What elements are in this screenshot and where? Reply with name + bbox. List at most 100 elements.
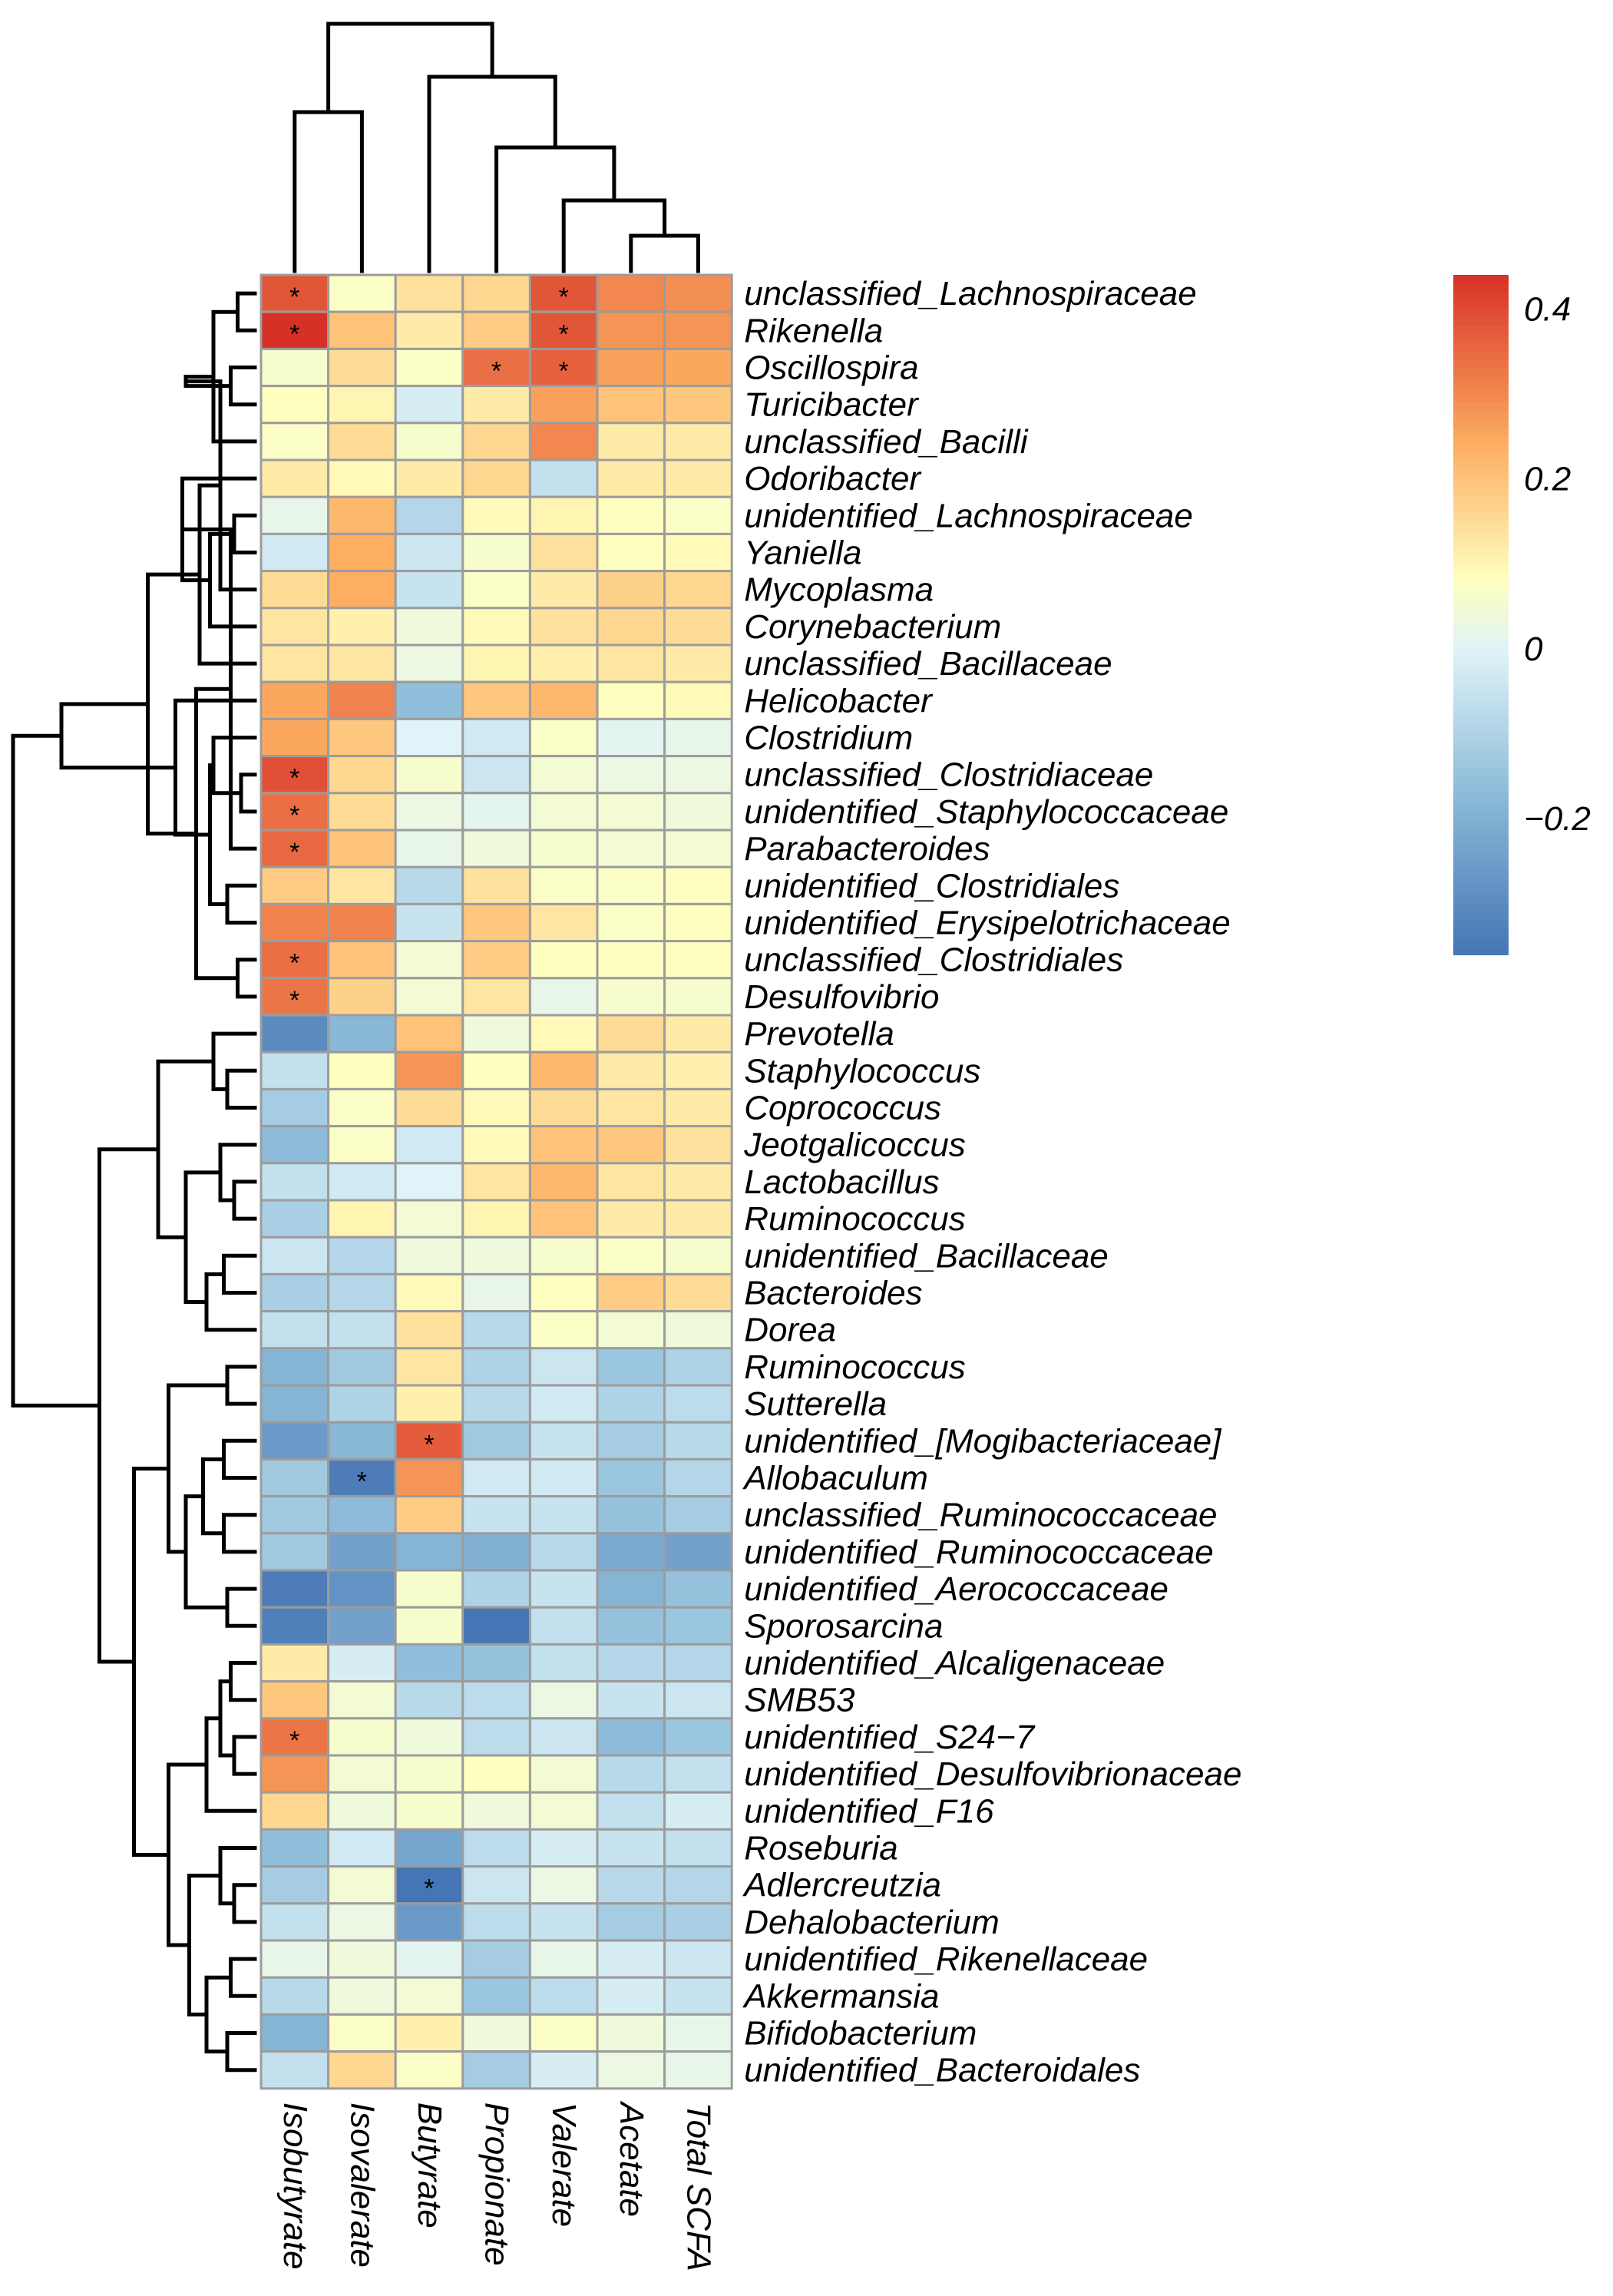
heatmap-cell xyxy=(461,1569,531,1609)
heatmap-cell xyxy=(461,1828,531,1868)
row-label: unidentified_F16 xyxy=(744,1792,994,1830)
legend-color-step xyxy=(1453,640,1509,650)
heatmap-cell xyxy=(663,385,733,425)
dendrogram-branch xyxy=(204,1272,257,1332)
heatmap-cell xyxy=(528,643,599,683)
heatmap-cell xyxy=(528,1199,599,1239)
heatmap-cell xyxy=(327,1754,397,1794)
heatmap-cell xyxy=(327,458,397,498)
legend-color-step xyxy=(1453,878,1509,888)
row-label: unidentified_Alcaligenaceae xyxy=(744,1645,1165,1682)
legend-color-step xyxy=(1453,521,1509,531)
row-label: Adlercreutzia xyxy=(742,1867,941,1904)
row-label: unclassified_Bacilli xyxy=(744,423,1029,461)
heatmap-cell xyxy=(663,755,733,795)
legend-color-step xyxy=(1453,547,1509,557)
heatmap-cell xyxy=(663,643,733,683)
heatmap-cell xyxy=(394,458,464,498)
heatmap-cell xyxy=(327,1310,397,1350)
heatmap-cell xyxy=(259,1680,330,1720)
heatmap-cell xyxy=(394,643,464,683)
dendrogram-branch xyxy=(211,736,257,796)
heatmap-cell xyxy=(259,1310,330,1350)
heatmap-cell xyxy=(596,1865,666,1905)
heatmap-cell xyxy=(394,1495,464,1535)
row-label: unidentified_Clostridiales xyxy=(744,867,1119,905)
heatmap-cell xyxy=(327,755,397,795)
heatmap-cell xyxy=(259,755,330,795)
significance-star: * xyxy=(559,283,569,312)
heatmap-cell xyxy=(394,1050,464,1090)
heatmap-cell xyxy=(394,347,464,388)
heatmap-cell xyxy=(663,532,733,573)
heatmap-cell xyxy=(596,1236,666,1275)
heatmap-cell xyxy=(394,1347,464,1387)
heatmap-cell xyxy=(528,2013,599,2053)
dendrogram-branch xyxy=(225,1068,257,1110)
dendrogram-branch xyxy=(98,1147,160,1664)
heatmap-cell xyxy=(327,1457,397,1498)
heatmap-cell xyxy=(259,607,330,647)
heatmap-cell xyxy=(528,1014,599,1054)
row-label: Oscillospira xyxy=(744,349,918,387)
heatmap-cell xyxy=(528,755,599,795)
heatmap-cell xyxy=(663,1939,733,1979)
heatmap-cell xyxy=(528,1643,599,1683)
heatmap-cell xyxy=(663,310,733,350)
heatmap-cell xyxy=(663,1125,733,1165)
heatmap-cell xyxy=(528,902,599,943)
heatmap-cell xyxy=(596,1828,666,1868)
heatmap-cell xyxy=(528,1495,599,1535)
row-label: unclassified_Clostridiales xyxy=(744,941,1123,979)
heatmap-cell xyxy=(394,940,464,980)
heatmap-cell xyxy=(596,532,666,573)
heatmap-cell xyxy=(528,1532,599,1572)
heatmap-cell xyxy=(461,1087,531,1128)
dendrogram-branch xyxy=(232,1883,257,1924)
heatmap-cell xyxy=(461,940,531,980)
heatmap-cell xyxy=(528,1125,599,1165)
heatmap-cell xyxy=(663,1680,733,1720)
legend-color-step xyxy=(1453,852,1509,862)
legend-color-step xyxy=(1453,495,1509,505)
heatmap-cell xyxy=(461,1902,531,1942)
heatmap-cell xyxy=(528,940,599,980)
heatmap-cell xyxy=(327,902,397,943)
column-label: Total SCFA xyxy=(679,2102,717,2271)
heatmap-cell xyxy=(528,532,599,573)
legend-color-step xyxy=(1453,597,1509,607)
significance-star: * xyxy=(289,319,299,349)
heatmap-cell xyxy=(528,1939,599,1979)
row-label: Jeotgalicoccus xyxy=(743,1126,966,1164)
heatmap-cell xyxy=(327,385,397,425)
heatmap-cell xyxy=(663,422,733,462)
heatmap-cell xyxy=(394,1754,464,1794)
heatmap-cell xyxy=(663,2050,733,2090)
heatmap-cell xyxy=(596,495,666,535)
heatmap-cell xyxy=(327,310,397,350)
heatmap-cell xyxy=(327,1347,397,1387)
heatmap-cell xyxy=(259,1791,330,1831)
heatmap-cell xyxy=(394,977,464,1017)
heatmap-cell xyxy=(327,570,397,610)
heatmap-cell xyxy=(528,1347,599,1387)
heatmap-cell xyxy=(259,1125,330,1165)
heatmap-cell xyxy=(394,422,464,462)
heatmap-cell xyxy=(461,2050,531,2090)
heatmap-cell xyxy=(596,1643,666,1683)
heatmap-cell xyxy=(327,1272,397,1313)
heatmap-cell xyxy=(259,1162,330,1202)
heatmap-cell xyxy=(596,717,666,758)
row-label: Bacteroides xyxy=(744,1275,922,1312)
heatmap-cell xyxy=(327,495,397,535)
heatmap-cell xyxy=(528,865,599,905)
significance-star: * xyxy=(289,838,299,867)
legend-color-step xyxy=(1453,937,1509,947)
legend-color-step xyxy=(1453,402,1509,412)
significance-markers: * * * * * * * * * * * * * * * xyxy=(289,283,569,1904)
significance-star: * xyxy=(424,1430,434,1459)
dendrogram-branch xyxy=(132,1466,170,1858)
significance-star: * xyxy=(559,357,569,386)
legend-color-step xyxy=(1453,376,1509,386)
dendrogram-branch xyxy=(494,145,616,273)
